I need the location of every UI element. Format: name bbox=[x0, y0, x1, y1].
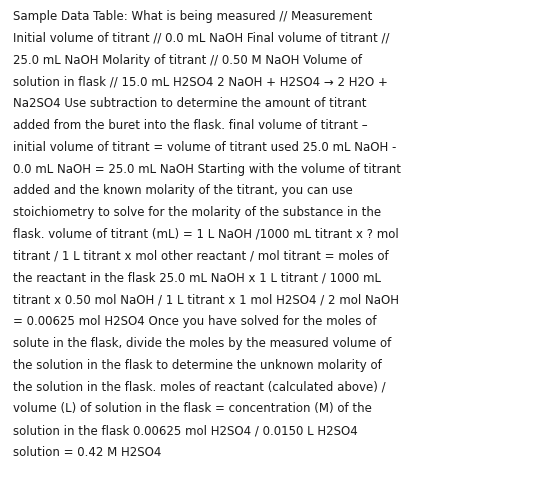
Text: solution = 0.42 M H2SO4: solution = 0.42 M H2SO4 bbox=[13, 445, 161, 458]
Text: Initial volume of titrant // 0.0 mL NaOH Final volume of titrant //: Initial volume of titrant // 0.0 mL NaOH… bbox=[13, 32, 389, 45]
Text: solution in the flask 0.00625 mol H2SO4 / 0.0150 L H2SO4: solution in the flask 0.00625 mol H2SO4 … bbox=[13, 423, 358, 436]
Text: Sample Data Table: What is being measured // Measurement: Sample Data Table: What is being measure… bbox=[13, 10, 372, 23]
Text: solute in the flask, divide the moles by the measured volume of: solute in the flask, divide the moles by… bbox=[13, 336, 391, 349]
Text: the solution in the flask. moles of reactant (calculated above) /: the solution in the flask. moles of reac… bbox=[13, 380, 386, 393]
Text: the solution in the flask to determine the unknown molarity of: the solution in the flask to determine t… bbox=[13, 358, 382, 371]
Text: = 0.00625 mol H2SO4 Once you have solved for the moles of: = 0.00625 mol H2SO4 Once you have solved… bbox=[13, 314, 377, 327]
Text: solution in flask // 15.0 mL H2SO4 2 NaOH + H2SO4 → 2 H2O +: solution in flask // 15.0 mL H2SO4 2 NaO… bbox=[13, 75, 388, 88]
Text: 25.0 mL NaOH Molarity of titrant // 0.50 M NaOH Volume of: 25.0 mL NaOH Molarity of titrant // 0.50… bbox=[13, 53, 362, 66]
Text: added and the known molarity of the titrant, you can use: added and the known molarity of the titr… bbox=[13, 184, 353, 197]
Text: Na2SO4 Use subtraction to determine the amount of titrant: Na2SO4 Use subtraction to determine the … bbox=[13, 97, 367, 110]
Text: titrant / 1 L titrant x mol other reactant / mol titrant = moles of: titrant / 1 L titrant x mol other reacta… bbox=[13, 249, 388, 262]
Text: volume (L) of solution in the flask = concentration (M) of the: volume (L) of solution in the flask = co… bbox=[13, 402, 372, 415]
Text: titrant x 0.50 mol NaOH / 1 L titrant x 1 mol H2SO4 / 2 mol NaOH: titrant x 0.50 mol NaOH / 1 L titrant x … bbox=[13, 293, 399, 306]
Text: 0.0 mL NaOH = 25.0 mL NaOH Starting with the volume of titrant: 0.0 mL NaOH = 25.0 mL NaOH Starting with… bbox=[13, 162, 401, 175]
Text: added from the buret into the flask. final volume of titrant –: added from the buret into the flask. fin… bbox=[13, 119, 368, 132]
Text: stoichiometry to solve for the molarity of the substance in the: stoichiometry to solve for the molarity … bbox=[13, 206, 381, 219]
Text: the reactant in the flask 25.0 mL NaOH x 1 L titrant / 1000 mL: the reactant in the flask 25.0 mL NaOH x… bbox=[13, 271, 381, 284]
Text: flask. volume of titrant (mL) = 1 L NaOH /1000 mL titrant x ? mol: flask. volume of titrant (mL) = 1 L NaOH… bbox=[13, 228, 399, 240]
Text: initial volume of titrant = volume of titrant used 25.0 mL NaOH -: initial volume of titrant = volume of ti… bbox=[13, 141, 396, 154]
